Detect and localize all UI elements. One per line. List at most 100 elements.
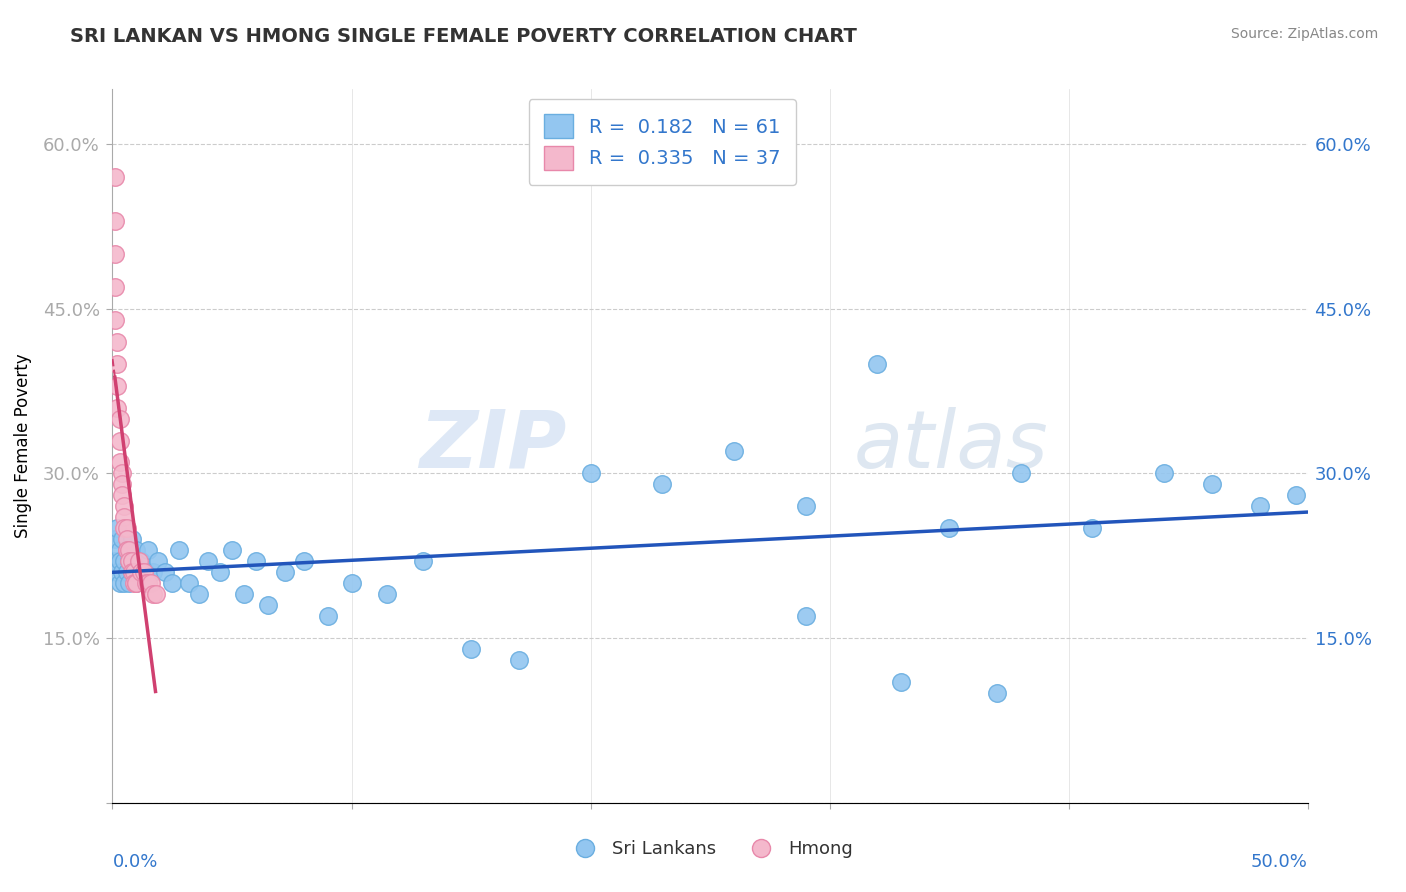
Point: [104, 554, 127, 568]
Point: [245, 554, 267, 568]
Y-axis label: Single Female Poverty: Single Female Poverty: [14, 354, 32, 538]
Point: [938, 521, 960, 535]
Point: [177, 576, 200, 591]
Point: [118, 543, 141, 558]
Point: [866, 357, 889, 371]
Point: [104, 214, 127, 228]
Point: [209, 566, 232, 580]
Point: [142, 566, 165, 580]
Point: [111, 477, 134, 491]
Point: [135, 576, 157, 591]
Point: [197, 554, 219, 568]
Point: [108, 455, 131, 469]
Point: [1285, 488, 1308, 502]
Point: [1081, 521, 1104, 535]
Point: [114, 500, 135, 514]
Point: [115, 566, 138, 580]
Point: [135, 566, 157, 580]
Point: [105, 401, 128, 415]
Text: SRI LANKAN VS HMONG SINGLE FEMALE POVERTY CORRELATION CHART: SRI LANKAN VS HMONG SINGLE FEMALE POVERT…: [70, 27, 858, 45]
Point: [125, 576, 148, 591]
Point: [104, 280, 127, 294]
Point: [125, 543, 148, 558]
Point: [105, 566, 128, 580]
Point: [114, 554, 135, 568]
Point: [579, 467, 602, 481]
Point: [138, 543, 160, 558]
Point: [139, 576, 162, 591]
Point: [169, 543, 191, 558]
Point: [121, 533, 143, 547]
Point: [508, 653, 530, 667]
Point: [316, 609, 339, 624]
Point: [111, 566, 134, 580]
Text: atlas: atlas: [853, 407, 1049, 485]
Point: [105, 378, 128, 392]
Point: [108, 543, 131, 558]
Point: [794, 609, 817, 624]
Point: [162, 576, 183, 591]
Point: [723, 444, 745, 458]
Point: [122, 566, 145, 580]
Legend: Sri Lankans, Hmong: Sri Lankans, Hmong: [560, 833, 860, 865]
Point: [122, 554, 145, 568]
Point: [118, 554, 141, 568]
Text: ZIP: ZIP: [419, 407, 567, 485]
Point: [292, 554, 315, 568]
Point: [114, 510, 135, 524]
Point: [118, 576, 141, 591]
Point: [115, 543, 138, 558]
Point: [115, 533, 138, 547]
Point: [257, 598, 280, 612]
Point: [125, 576, 148, 591]
Point: [104, 533, 127, 547]
Point: [153, 566, 176, 580]
Text: 50.0%: 50.0%: [1251, 853, 1308, 871]
Point: [115, 521, 138, 535]
Point: [890, 675, 912, 690]
Point: [132, 576, 155, 591]
Point: [108, 411, 131, 425]
Point: [340, 576, 363, 591]
Point: [105, 334, 128, 349]
Text: Source: ZipAtlas.com: Source: ZipAtlas.com: [1230, 27, 1378, 41]
Point: [105, 357, 128, 371]
Point: [111, 533, 134, 547]
Point: [104, 169, 127, 184]
Point: [105, 521, 128, 535]
Point: [233, 587, 256, 601]
Point: [138, 576, 160, 591]
Point: [111, 488, 134, 502]
Point: [412, 554, 434, 568]
Point: [1010, 467, 1032, 481]
Point: [1201, 477, 1223, 491]
Point: [986, 686, 1008, 700]
Point: [460, 642, 482, 657]
Point: [111, 467, 134, 481]
Point: [122, 576, 145, 591]
Point: [128, 554, 150, 568]
Point: [108, 576, 131, 591]
Point: [114, 576, 135, 591]
Point: [187, 587, 209, 601]
Point: [129, 566, 152, 580]
Point: [121, 566, 143, 580]
Point: [142, 587, 165, 601]
Point: [129, 554, 152, 568]
Point: [1249, 500, 1271, 514]
Text: 0.0%: 0.0%: [112, 853, 157, 871]
Point: [145, 587, 167, 601]
Point: [121, 566, 143, 580]
Point: [104, 247, 127, 261]
Point: [115, 543, 138, 558]
Point: [108, 434, 131, 448]
Point: [108, 554, 131, 568]
Point: [221, 543, 243, 558]
Point: [273, 566, 295, 580]
Point: [1153, 467, 1175, 481]
Point: [114, 521, 135, 535]
Point: [377, 587, 399, 601]
Point: [146, 554, 169, 568]
Point: [125, 576, 148, 591]
Point: [118, 554, 141, 568]
